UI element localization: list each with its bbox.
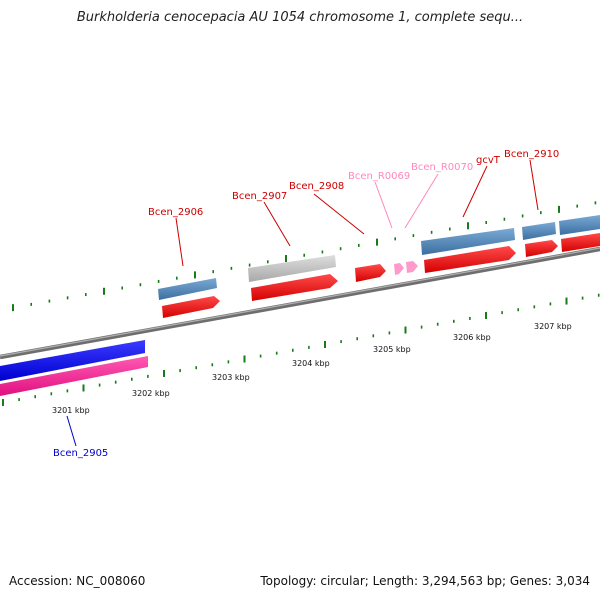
gene-label[interactable]: Bcen_2907 <box>232 191 287 202</box>
scale-tick-label: 3203 kbp <box>212 373 250 382</box>
scale-tick-label: 3204 kbp <box>292 359 330 368</box>
scale-tick-label: 3206 kbp <box>453 333 491 342</box>
map-title: Burkholderia cenocepacia AU 1054 chromos… <box>76 10 524 25</box>
gene-next-bar <box>559 215 600 235</box>
scale-tick-label: 3202 kbp <box>132 389 170 398</box>
scale-tick-label: 3201 kbp <box>52 406 90 415</box>
gene-label[interactable]: Bcen_2908 <box>289 181 344 192</box>
scale-labels: 3201 kbp 3202 kbp 3203 kbp 3204 kbp 3205… <box>52 322 572 415</box>
rna-bcen-r0069-arrow[interactable] <box>394 263 404 275</box>
scale-tick-label: 3207 kbp <box>534 322 572 331</box>
cds-next-bar <box>561 233 600 252</box>
gene-bcen-2905-bar[interactable] <box>0 340 145 381</box>
gene-bcen-2910-bar[interactable] <box>522 222 556 240</box>
accession-text: Accession: NC_008060 <box>9 574 146 588</box>
gene-bcen-2907-bar[interactable] <box>248 255 336 282</box>
gene-gcvt-bar[interactable] <box>421 228 515 255</box>
scale-tick-label: 3205 kbp <box>373 345 411 354</box>
cds-bcen-2906-bar[interactable] <box>162 296 220 318</box>
gene-labels: Bcen_2905 Bcen_2906 Bcen_2907 Bcen_2908 … <box>53 149 559 459</box>
cds-bcen-2905-bar[interactable] <box>0 356 148 396</box>
outer-tick-track <box>12 201 597 312</box>
backbone <box>0 246 600 360</box>
gene-label[interactable]: Bcen_R0070 <box>411 162 473 173</box>
gene-label[interactable]: Bcen_2906 <box>148 207 203 218</box>
cds-bcen-2910-bar[interactable] <box>525 240 558 257</box>
gene-label[interactable]: gcvT <box>476 155 501 166</box>
gene-bcen-2906-bar[interactable] <box>158 278 217 300</box>
rna-bcen-r0070-arrow[interactable] <box>406 261 418 273</box>
topology-summary: Topology: circular; Length: 3,294,563 bp… <box>260 574 590 588</box>
feature-track <box>0 215 600 396</box>
cds-bcen-2907-bar[interactable] <box>251 274 338 301</box>
gene-label[interactable]: Bcen_2910 <box>504 149 559 160</box>
gene-label[interactable]: Bcen_R0069 <box>348 171 410 182</box>
cds-bcen-2908-bar[interactable] <box>355 264 386 282</box>
cds-gcvt-bar[interactable] <box>424 246 516 273</box>
inner-tick-track <box>2 293 600 406</box>
gene-label[interactable]: Bcen_2905 <box>53 448 108 459</box>
label-leaders <box>66 159 539 447</box>
